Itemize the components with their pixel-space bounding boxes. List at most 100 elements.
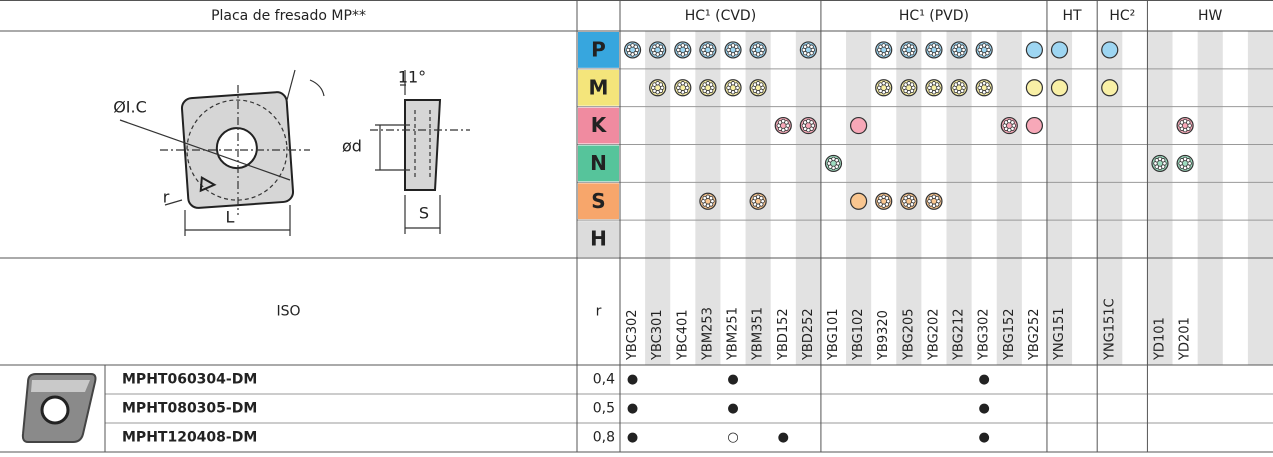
product-r: 0,4: [593, 372, 615, 388]
symbol-dot: [985, 82, 990, 87]
symbol-circle: [849, 192, 868, 210]
application-symbol: [950, 79, 968, 97]
symbol-dot: [759, 44, 764, 49]
application-symbol: [774, 116, 792, 135]
symbol-dot: [985, 44, 990, 49]
application-symbol: [799, 116, 817, 135]
application-symbol: [875, 192, 893, 210]
diagram-label: ØI.C: [113, 98, 147, 117]
symbol-dot: [1010, 120, 1015, 125]
symbol-dot: [734, 44, 739, 49]
material-letter: N: [590, 151, 607, 175]
application-symbol: [925, 192, 943, 210]
diagram-label: ød: [342, 137, 362, 156]
grade-label: YBC301: [650, 309, 665, 361]
column-stripe: [795, 31, 821, 365]
symbol-dot: [884, 44, 890, 49]
application-symbol: [849, 192, 868, 210]
symbol-dot: [960, 82, 965, 87]
application-symbol: [674, 79, 692, 97]
application-symbol: [1050, 41, 1069, 59]
application-symbol: [649, 41, 667, 59]
column-stripe: [1197, 31, 1223, 365]
application-symbol: [699, 41, 717, 59]
application-symbol: [875, 41, 893, 59]
availability-mark: ○: [727, 430, 738, 445]
availability-mark: ●: [979, 372, 990, 387]
application-symbol: [1050, 79, 1069, 97]
group-label: HC²: [1109, 8, 1135, 24]
group-label: HW: [1198, 8, 1223, 24]
grade-label: YBG205: [901, 308, 916, 361]
application-symbol: [749, 41, 767, 59]
column-stripe: [1147, 31, 1173, 365]
availability-mark: ●: [627, 430, 638, 445]
grade-label: YBD252: [801, 308, 816, 361]
availability-mark: ●: [627, 401, 638, 416]
material-cell: [578, 221, 619, 257]
symbol-dot: [1160, 158, 1166, 163]
product-code: MPHT080305-DM: [122, 401, 257, 417]
symbol-circle: [1101, 41, 1119, 59]
application-symbol: [824, 154, 843, 173]
diagram-label: r: [163, 188, 170, 207]
symbol-dot: [934, 195, 940, 201]
application-symbol: [724, 41, 742, 59]
product-image: [21, 373, 97, 443]
application-symbol: [900, 79, 918, 97]
application-symbol: [1025, 41, 1044, 59]
r-label: r: [596, 304, 602, 320]
application-symbol: [724, 79, 742, 97]
symbol-circle: [1025, 41, 1044, 59]
application-symbol: [1101, 79, 1119, 97]
application-symbol: [699, 192, 717, 210]
symbol-dot: [809, 44, 814, 49]
application-symbol: [749, 79, 767, 97]
grade-label: YBG101: [826, 308, 841, 361]
application-symbol: [1025, 116, 1044, 135]
symbol-dot: [934, 82, 940, 87]
application-symbol: [900, 192, 918, 210]
product-r: 0,5: [593, 401, 615, 417]
grade-label: YD101: [1152, 317, 1167, 361]
grade-label: YBG302: [977, 308, 992, 361]
application-symbol: [649, 79, 667, 97]
availability-mark: ●: [778, 430, 789, 445]
application-symbol: [875, 79, 893, 97]
column-stripe: [996, 31, 1022, 365]
symbol-circle: [1025, 79, 1044, 97]
grade-label: YNG151: [1052, 307, 1067, 361]
material-letter: P: [591, 37, 606, 61]
symbol-circle: [1101, 79, 1119, 97]
grade-label: YBG252: [1027, 308, 1042, 361]
group-label: HC¹ (PVD): [899, 8, 969, 24]
symbol-dot: [834, 158, 839, 163]
grade-label: YBM251: [726, 307, 741, 361]
grade-label: YB9320: [876, 310, 891, 361]
header-title: Placa de fresado MP**: [211, 8, 366, 24]
grade-label: YBC302: [625, 309, 640, 361]
diagram-label: S: [419, 204, 429, 223]
grade-label: YBD152: [776, 308, 791, 361]
symbol-dot: [884, 195, 890, 201]
product-code: MPHT120408-DM: [122, 430, 257, 446]
application-symbol: [1000, 116, 1018, 135]
product-code: MPHT060304-DM: [122, 372, 257, 388]
material-letter: K: [591, 113, 608, 137]
material-letter: M: [589, 75, 609, 99]
symbol-circle: [849, 116, 868, 135]
grade-label: YBG202: [926, 308, 941, 361]
symbol-dot: [1186, 120, 1191, 125]
availability-mark: ●: [979, 430, 990, 445]
availability-mark: ●: [727, 401, 738, 416]
symbol-dot: [909, 195, 915, 201]
symbol-dot: [683, 82, 689, 87]
grade-label: YBG212: [952, 308, 967, 361]
symbol-dot: [683, 44, 689, 49]
symbol-dot: [658, 82, 664, 87]
symbol-dot: [884, 82, 890, 87]
column-stripe: [1247, 31, 1273, 365]
symbol-dot: [658, 44, 664, 49]
application-symbol: [1025, 79, 1044, 97]
application-symbol: [925, 41, 943, 59]
